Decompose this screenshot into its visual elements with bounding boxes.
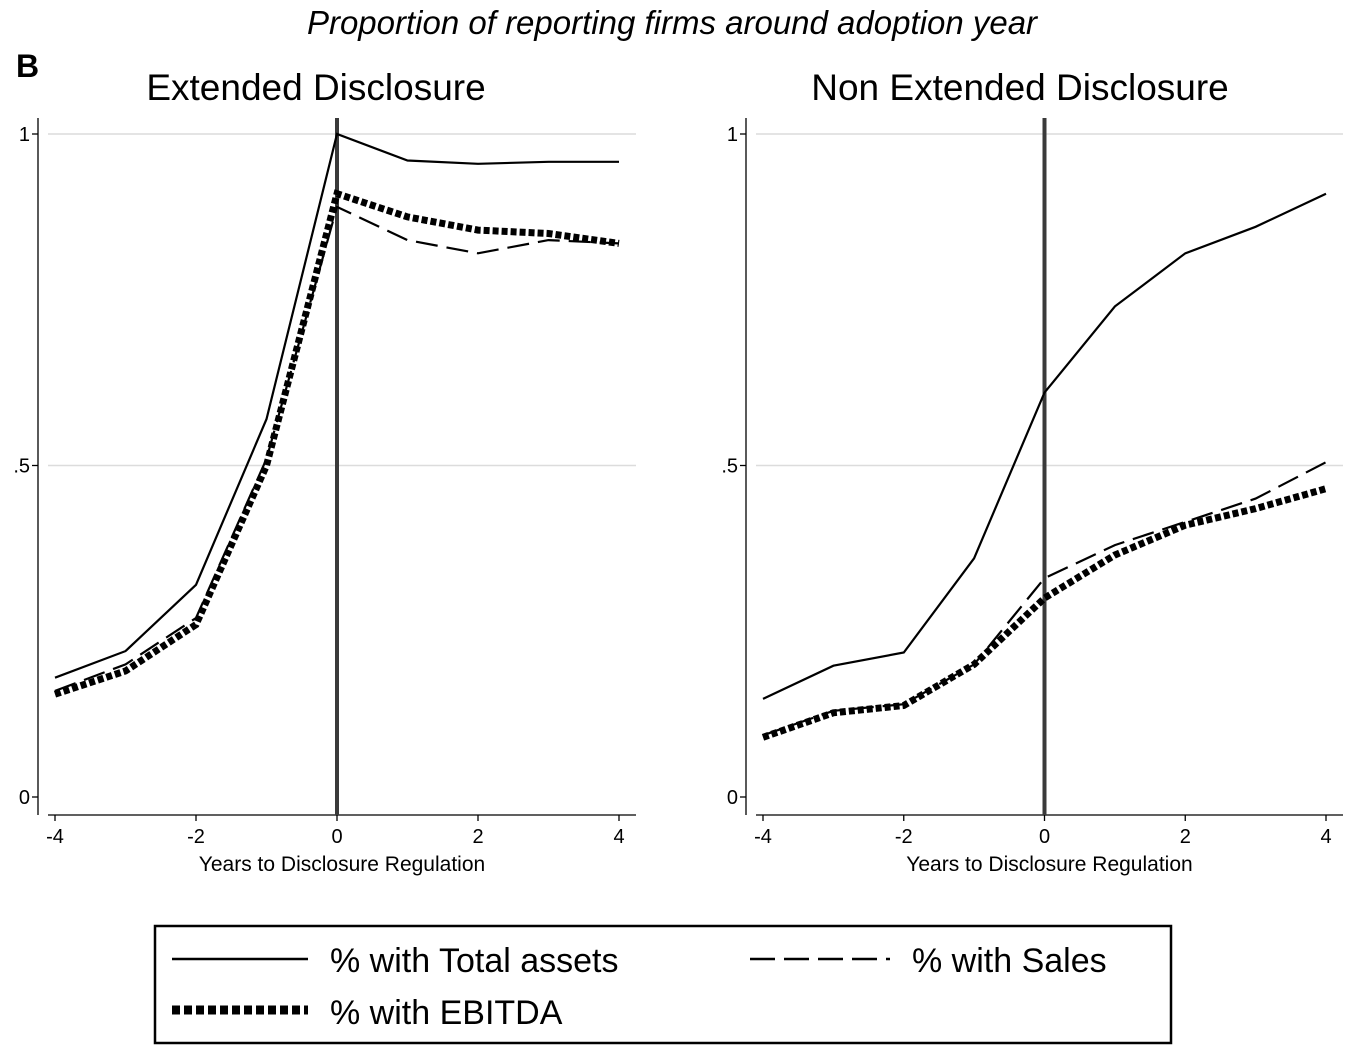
panel-non-extended-disclosure: Non Extended Disclosure 0 .5 1 -4 -2 0 2 4 Years … (721, 67, 1343, 876)
series-line-pct-with-sales (762, 461, 1327, 737)
x-tick-label: 4 (613, 826, 624, 848)
x-tick-label: 0 (1039, 826, 1050, 848)
y-tick-label: .5 (13, 456, 30, 478)
legend-box (153, 924, 1173, 1045)
legend: % with Total assets % with Sales % with EB… (153, 924, 1173, 1045)
series-line-pct-with-ebitda (53, 189, 620, 698)
panel-letter: B (16, 48, 39, 84)
x-tick-label: -4 (754, 826, 772, 848)
y-tick-label: 1 (727, 124, 738, 146)
x-tick-label: -2 (895, 826, 913, 848)
series-line-pct-with-sales (54, 205, 620, 692)
panel-title: Extended Disclosure (146, 67, 485, 108)
x-axis-label: Years to Disclosure Regulation (199, 853, 485, 876)
series-line-pct-with-total-assets (762, 192, 1327, 700)
panel-extended-disclosure: Extended Disclosure 0 .5 1 -4 -2 0 2 4 Years to D… (13, 67, 636, 876)
legend-label: % with Sales (912, 942, 1107, 980)
y-tick-label: 1 (19, 124, 30, 146)
series-line-pct-with-total-assets (54, 132, 619, 679)
y-tick-label: 0 (19, 787, 30, 809)
x-tick-label: -2 (187, 826, 205, 848)
x-tick-label: -4 (46, 826, 64, 848)
y-tick-label: 0 (727, 787, 738, 809)
x-tick-label: 0 (331, 826, 342, 848)
legend-label: % with Total assets (330, 942, 619, 980)
x-tick-label: 2 (1180, 826, 1191, 848)
x-axis-label: Years to Disclosure Regulation (906, 853, 1192, 876)
panel-title: Non Extended Disclosure (811, 67, 1229, 108)
y-tick-label: .5 (721, 456, 738, 478)
figure-title: Proportion of reporting firms around ado… (307, 4, 1039, 41)
x-tick-label: 4 (1320, 826, 1331, 848)
legend-label: % with EBITDA (330, 994, 563, 1032)
x-tick-label: 2 (472, 826, 483, 848)
